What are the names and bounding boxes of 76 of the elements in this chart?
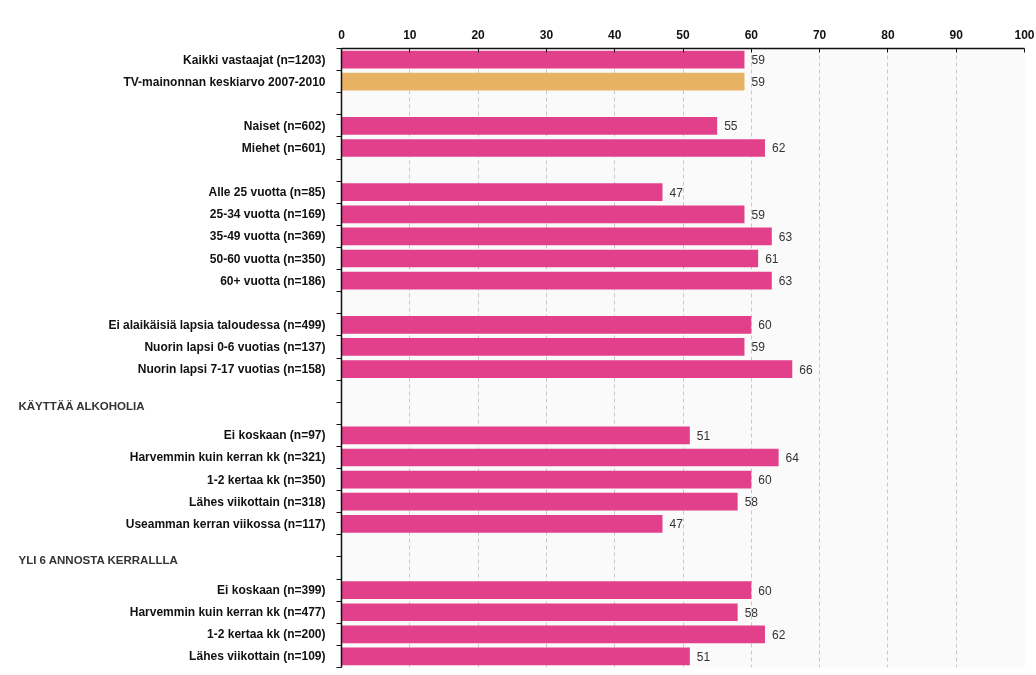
- data-label: 61: [765, 252, 779, 267]
- bar: [341, 117, 718, 135]
- y-tick-label: Miehet (n=601): [241, 140, 326, 155]
- y-tick-label: Lähes viikottain (n=318): [189, 494, 326, 509]
- data-label: 51: [696, 649, 711, 664]
- bar: [341, 603, 738, 622]
- bar: [341, 338, 745, 356]
- data-label: 60: [758, 583, 772, 598]
- y-tick-label: Alle 25 vuotta (n=85): [208, 185, 326, 200]
- x-tick-label: 80: [881, 27, 895, 42]
- bar: [341, 205, 745, 224]
- y-tick-label: 60+ vuotta (n=186): [220, 273, 326, 288]
- bar: [341, 625, 765, 644]
- bar: [341, 470, 752, 489]
- bar: [341, 271, 772, 290]
- bar: [341, 249, 759, 268]
- y-tick-label: Naiset (n=602): [243, 118, 326, 133]
- bar: [341, 647, 690, 666]
- x-tick-label: 0: [338, 27, 346, 42]
- y-tick-label: Useamman kerran viikossa (n=117): [125, 516, 326, 531]
- y-tick-label: Nuorin lapsi 0-6 vuotias (n=137): [144, 339, 326, 354]
- bar: [341, 448, 779, 467]
- data-label: 60: [758, 318, 772, 333]
- text: KÄYTTÄÄ ALKOHOLIA: [18, 399, 145, 412]
- bar: [341, 492, 738, 511]
- y-tick-label: Ei koskaan (n=97): [223, 428, 326, 443]
- bar: [341, 72, 745, 91]
- x-tick-label: 90: [949, 27, 964, 42]
- x-tick-label: 50: [676, 27, 690, 42]
- y-tick-label: Kaikki vastaajat (n=1203): [183, 52, 326, 67]
- y-tick-label: 35-49 vuotta (n=369): [209, 229, 326, 244]
- data-label: 64: [785, 450, 800, 465]
- bar: [341, 316, 752, 334]
- data-label: 62: [771, 141, 786, 156]
- data-label: 63: [778, 274, 793, 289]
- data-label: 59: [751, 53, 766, 68]
- data-label: 62: [771, 627, 786, 642]
- bar: [341, 360, 793, 378]
- data-label: 59: [751, 75, 766, 90]
- x-tick-label: 30: [539, 27, 554, 42]
- x-tick-label: 20: [471, 27, 486, 42]
- data-label: 47: [669, 517, 684, 532]
- x-tick-label: 40: [608, 27, 622, 42]
- y-tick-label: Ei koskaan (n=399): [217, 583, 326, 598]
- x-tick-label: 100: [1014, 27, 1035, 42]
- bar: [341, 581, 752, 599]
- bar: [341, 50, 745, 69]
- data-label: 55: [724, 119, 738, 134]
- y-tick-label: 25-34 vuotta (n=169): [209, 207, 326, 222]
- y-tick-label: Ei alaikäisiä lapsia taloudessa (n=499): [108, 317, 326, 332]
- x-tick-label: 70: [812, 27, 827, 42]
- y-tick-label: Nuorin lapsi 7-17 vuotias (n=158): [137, 362, 326, 377]
- data-label: 58: [744, 605, 759, 620]
- bar: [341, 514, 663, 533]
- data-label: 51: [696, 428, 711, 443]
- y-tick-label: 50-60 vuotta (n=350): [209, 251, 326, 266]
- y-tick-label: 1-2 kertaa kk (n=200): [207, 627, 326, 642]
- y-tick-label: Lähes viikottain (n=109): [189, 649, 326, 664]
- data-label: 63: [778, 229, 793, 244]
- data-label: 59: [751, 207, 766, 222]
- bar: [341, 426, 690, 445]
- y-tick-label: 1-2 kertaa kk (n=350): [207, 472, 326, 487]
- data-label: 58: [744, 495, 759, 510]
- data-label: 47: [669, 185, 684, 200]
- bar: [341, 183, 663, 202]
- y-tick-label: TV-mainonnan keskiarvo 2007-2010: [123, 74, 326, 89]
- data-label: 60: [758, 473, 772, 488]
- y-tick-label: Harvemmin kuin kerran kk (n=321): [129, 450, 326, 465]
- text: YLI 6 ANNOSTA KERRALLLA: [18, 554, 178, 567]
- x-tick-label: 10: [403, 27, 417, 42]
- data-label: 66: [799, 362, 813, 377]
- bar: [341, 227, 772, 246]
- data-label: 59: [751, 340, 766, 355]
- bar: [341, 139, 765, 157]
- y-tick-label: Harvemmin kuin kerran kk (n=477): [129, 605, 326, 620]
- x-tick-label: 60: [744, 27, 759, 42]
